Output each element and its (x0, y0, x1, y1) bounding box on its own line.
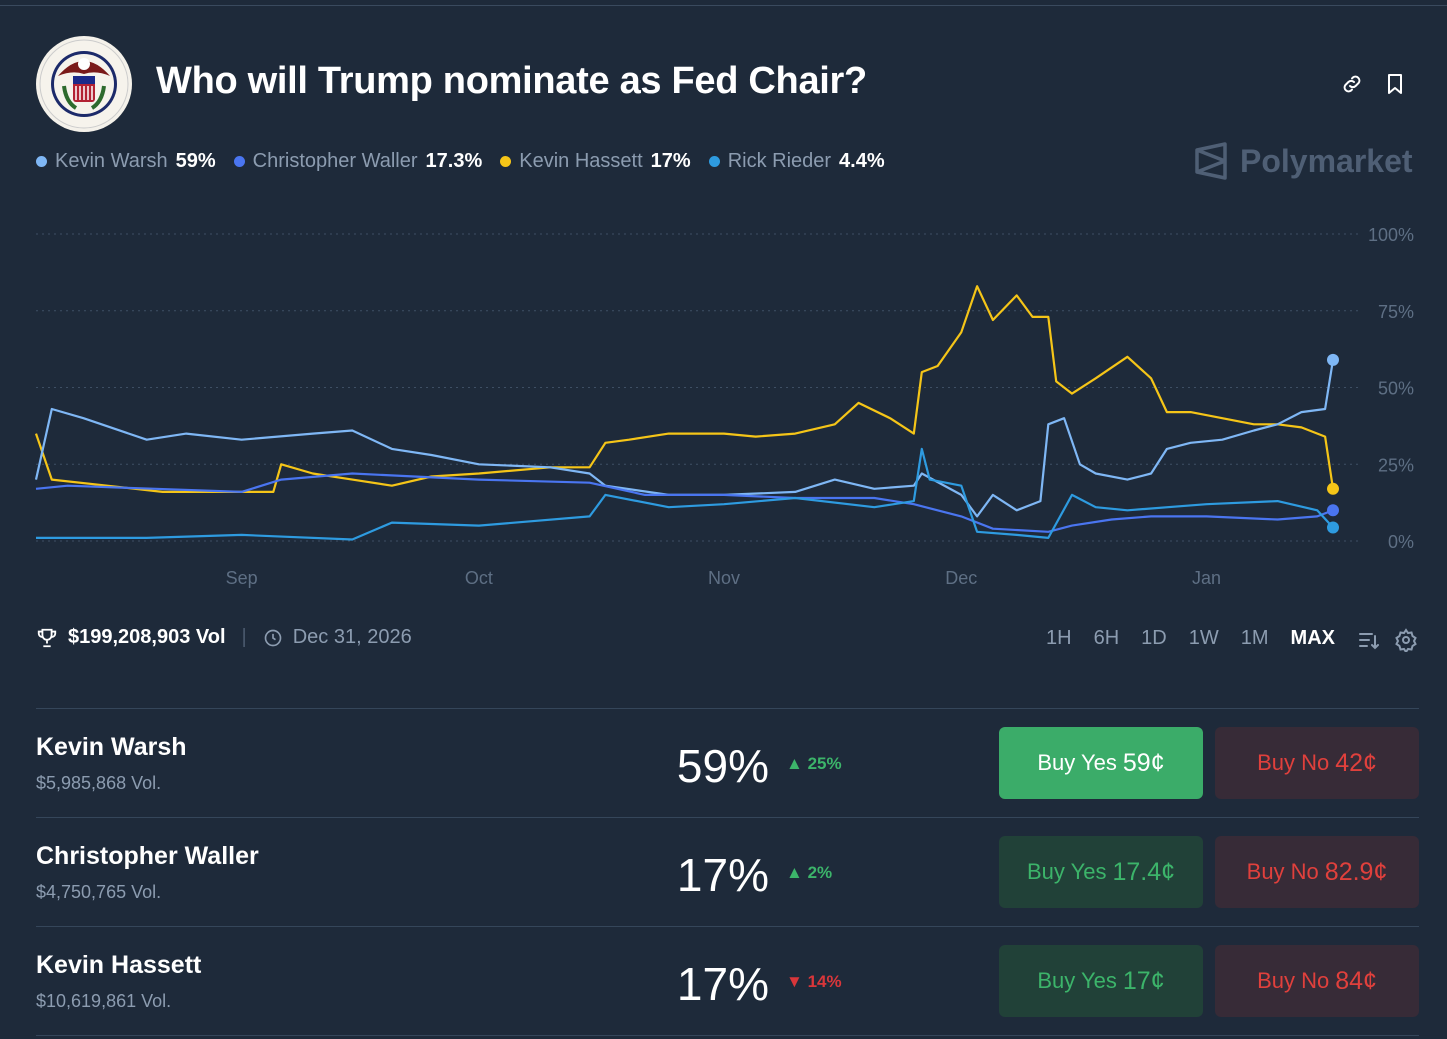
settings-gear-icon[interactable] (1394, 628, 1418, 652)
legend-dot (36, 156, 47, 167)
legend-pct: 17% (650, 150, 691, 172)
end-date: Dec 31, 2026 (292, 626, 412, 648)
outcome-probability: 17% (676, 849, 769, 901)
range-6h[interactable]: 6H (1093, 627, 1120, 649)
button-price: 84¢ (1335, 966, 1377, 995)
row-divider (36, 1035, 1419, 1036)
outcome-row-hassett[interactable]: Kevin Hassett $10,619,861 Vol. 17% ▼ 14%… (36, 926, 1419, 1035)
y-tick-label: 75% (1378, 302, 1414, 322)
market-title: Who will Trump nominate as Fed Chair? (156, 60, 867, 102)
series-line-rick-rieder (36, 447, 1334, 541)
trophy-icon (37, 628, 57, 647)
market-stats: $199,208,903 Vol | Dec 31, 2026 (36, 626, 412, 649)
legend-item-waller: Christopher Waller 17.3% (233, 150, 483, 173)
button-price: 59¢ (1122, 748, 1165, 777)
legend-name: Rick Rieder (727, 150, 832, 172)
outcome-row-warsh[interactable]: Kevin Warsh $5,985,868 Vol. 59% ▲ 25% Bu… (36, 708, 1419, 817)
top-divider (0, 5, 1447, 6)
button-label: Buy No (1257, 750, 1330, 775)
button-price: 17¢ (1122, 966, 1165, 995)
series-line-kevin-hassett (34, 285, 1335, 493)
legend-item-hassett: Kevin Hassett 17% (500, 150, 691, 173)
outcome-change: ▲ 25% (786, 754, 842, 774)
bookmark-icon[interactable] (1383, 72, 1407, 96)
button-label: Buy No (1257, 968, 1330, 993)
brand-name: Polymarket (1240, 142, 1413, 179)
y-tick-label: 100% (1368, 225, 1414, 245)
total-volume: $199,208,903 Vol (68, 626, 226, 648)
legend-dot (233, 156, 245, 167)
buy-yes-button[interactable]: Buy Yes 17.4¢ (999, 836, 1203, 908)
outcome-name: Christopher Waller (36, 842, 259, 870)
x-tick-label: Dec (945, 568, 977, 588)
outcome-volume: $5,985,868 Vol. (36, 773, 162, 793)
outcome-change: ▼ 14% (786, 972, 842, 992)
series-end-point-kevin-warsh (1327, 353, 1339, 366)
time-range-selector: 1H 6H 1D 1W 1M MAX (1046, 627, 1335, 650)
fed-seal-logo (36, 36, 132, 132)
x-tick-label: Nov (708, 568, 740, 588)
series-end-point-rick-rieder (1327, 521, 1339, 534)
outcome-probability: 59% (676, 740, 769, 792)
series-end-point-christopher-waller (1327, 504, 1339, 517)
buy-yes-button[interactable]: Buy Yes 17¢ (999, 945, 1203, 1017)
button-label: Buy Yes (1026, 859, 1107, 884)
outcome-name: Kevin Warsh (36, 733, 187, 761)
legend-item-rieder: Rick Rieder 4.4% (708, 150, 885, 173)
filter-sort-icon[interactable] (1357, 628, 1381, 652)
x-tick-label: Sep (226, 568, 258, 588)
legend-pct: 59% (175, 150, 216, 172)
y-tick-label: 25% (1378, 455, 1414, 475)
range-1d[interactable]: 1D (1141, 627, 1167, 649)
button-label: Buy Yes (1037, 968, 1117, 993)
buy-no-button[interactable]: Buy No 82.9¢ (1215, 836, 1419, 908)
legend-pct: 17.3% (425, 150, 483, 172)
button-price: 17.4¢ (1112, 857, 1176, 886)
outcome-change: ▲ 2% (786, 863, 832, 883)
button-label: Buy Yes (1037, 750, 1117, 775)
change-value: 25% (807, 754, 842, 773)
change-value: 14% (807, 972, 842, 991)
legend-pct: 4.4% (839, 150, 885, 172)
price-chart[interactable]: 0% 25% 50% 75% 100% Sep Oct Nov Dec Jan (0, 0, 1447, 600)
y-tick-label: 50% (1378, 379, 1414, 399)
legend-name: Kevin Hassett (519, 150, 643, 172)
range-1h[interactable]: 1H (1046, 627, 1072, 649)
range-1w[interactable]: 1W (1188, 627, 1219, 649)
link-icon[interactable] (1340, 72, 1364, 96)
chart-legend: Kevin Warsh 59% Christopher Waller 17.3% K… (36, 150, 885, 173)
polymarket-brand: Polymarket (1194, 142, 1413, 180)
legend-name: Christopher Waller (252, 150, 418, 172)
outcome-name: Kevin Hassett (36, 951, 202, 979)
triangle-up-icon: ▲ (786, 754, 803, 773)
triangle-down-icon: ▼ (786, 972, 803, 991)
legend-item-warsh: Kevin Warsh 59% (36, 150, 216, 173)
triangle-up-icon: ▲ (786, 863, 803, 882)
range-max[interactable]: MAX (1290, 627, 1335, 649)
clock-icon (264, 629, 282, 646)
button-label: Buy No (1246, 859, 1319, 884)
outcome-row-waller[interactable]: Christopher Waller $4,750,765 Vol. 17% ▲… (36, 817, 1419, 926)
outcome-probability: 17% (676, 958, 769, 1010)
button-price: 82.9¢ (1324, 857, 1388, 886)
polymarket-logo-icon (1195, 142, 1227, 180)
divider: | (241, 626, 247, 648)
x-tick-label: Jan (1192, 568, 1221, 588)
series-end-point-kevin-hassett (1327, 482, 1339, 495)
buy-yes-button[interactable]: Buy Yes 59¢ (999, 727, 1203, 799)
x-tick-label: Oct (465, 568, 493, 588)
outcome-volume: $4,750,765 Vol. (36, 882, 162, 902)
buy-no-button[interactable]: Buy No 42¢ (1215, 727, 1419, 799)
range-1m[interactable]: 1M (1240, 627, 1269, 649)
buy-no-button[interactable]: Buy No 84¢ (1215, 945, 1419, 1017)
legend-name: Kevin Warsh (55, 150, 168, 172)
series-line-christopher-waller (35, 472, 1334, 533)
button-price: 42¢ (1335, 748, 1377, 777)
legend-dot (500, 156, 512, 167)
legend-dot (708, 156, 720, 167)
y-tick-label: 0% (1388, 532, 1414, 552)
outcome-volume: $10,619,861 Vol. (36, 991, 172, 1011)
change-value: 2% (807, 863, 833, 882)
